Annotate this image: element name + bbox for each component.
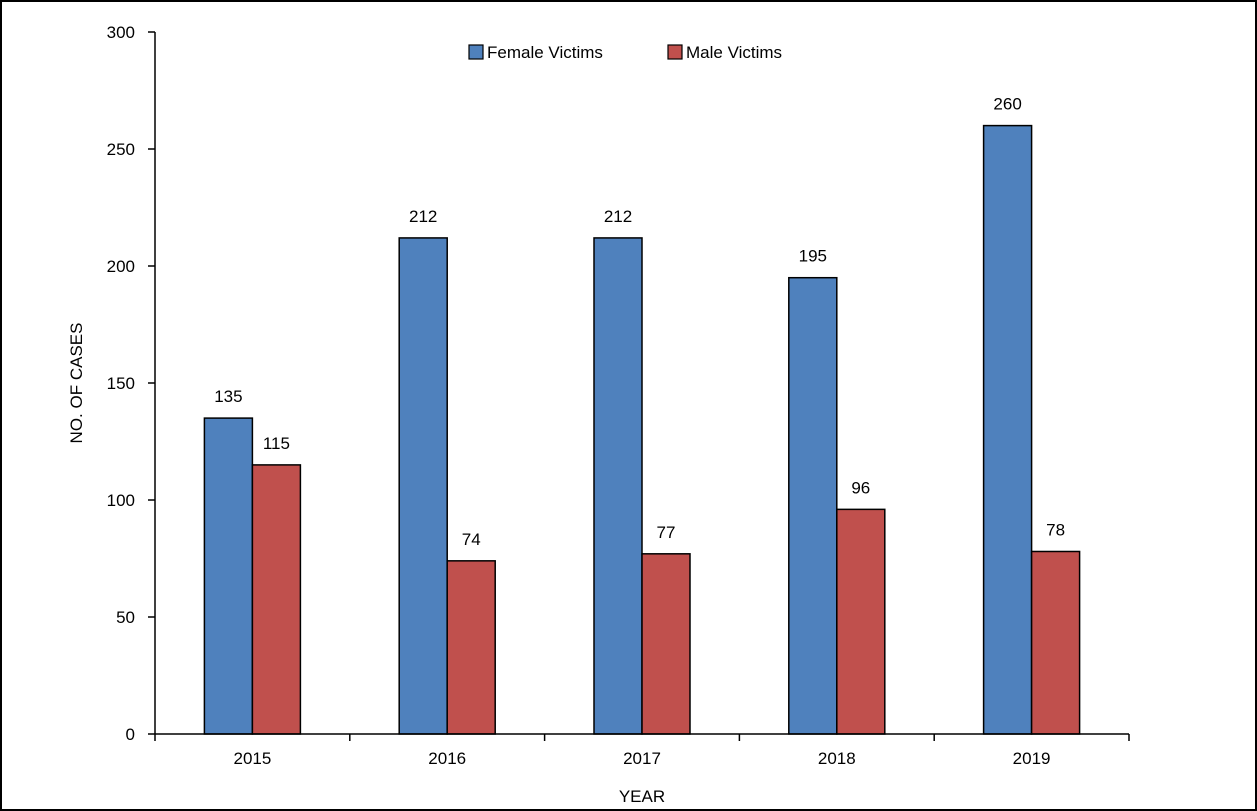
data-label: 260 xyxy=(993,95,1021,114)
y-tick-label: 300 xyxy=(107,23,135,42)
y-axis-ticks: 0 50 100 150 200 250 300 xyxy=(107,23,155,744)
data-label: 77 xyxy=(657,523,676,542)
bar-male-victims xyxy=(1030,550,1081,735)
bar-female-victims xyxy=(593,237,643,735)
bar-male-victims xyxy=(446,560,496,735)
y-tick-label: 0 xyxy=(126,725,135,744)
x-tick-label: 2015 xyxy=(233,749,271,768)
legend-label: Female Victims xyxy=(487,43,603,62)
data-label: 212 xyxy=(604,207,632,226)
bar-male-victims xyxy=(641,553,691,735)
bar-female-victims xyxy=(788,276,838,735)
y-tick-label: 200 xyxy=(107,257,135,276)
x-axis-title: YEAR xyxy=(619,787,665,806)
y-tick-label: 50 xyxy=(116,608,135,627)
y-tick-label: 250 xyxy=(107,140,135,159)
legend-swatch xyxy=(468,44,484,60)
legend-label: Male Victims xyxy=(686,43,782,62)
x-tick-label: 2016 xyxy=(428,749,466,768)
bar-female-victims xyxy=(203,417,254,735)
y-axis-title: NO. OF CASES xyxy=(67,323,86,444)
legend-swatch xyxy=(667,44,683,60)
data-label: 212 xyxy=(409,207,437,226)
x-tick-label: 2018 xyxy=(818,749,856,768)
x-tick-label: 2017 xyxy=(623,749,661,768)
bar-female-victims xyxy=(398,237,448,735)
x-tick-label: 2019 xyxy=(1013,749,1051,768)
bar-male-victims xyxy=(836,508,886,735)
legend: Female Victims Male Victims xyxy=(468,43,782,62)
data-label: 195 xyxy=(799,247,827,266)
data-label: 135 xyxy=(214,387,242,406)
data-label: 96 xyxy=(851,478,870,497)
bar-male-victims xyxy=(251,464,302,735)
data-label: 115 xyxy=(263,434,290,453)
y-tick-label: 100 xyxy=(107,491,135,510)
data-label: 74 xyxy=(462,530,481,549)
x-axis-ticks: 2015 2016 2017 2018 2019 xyxy=(154,734,1130,768)
data-label: 78 xyxy=(1046,520,1065,539)
y-tick-label: 150 xyxy=(107,374,135,393)
bar-female-victims xyxy=(982,124,1033,735)
bars: 135 115 212 74 212 77 195 96 260 78 xyxy=(203,95,1081,735)
